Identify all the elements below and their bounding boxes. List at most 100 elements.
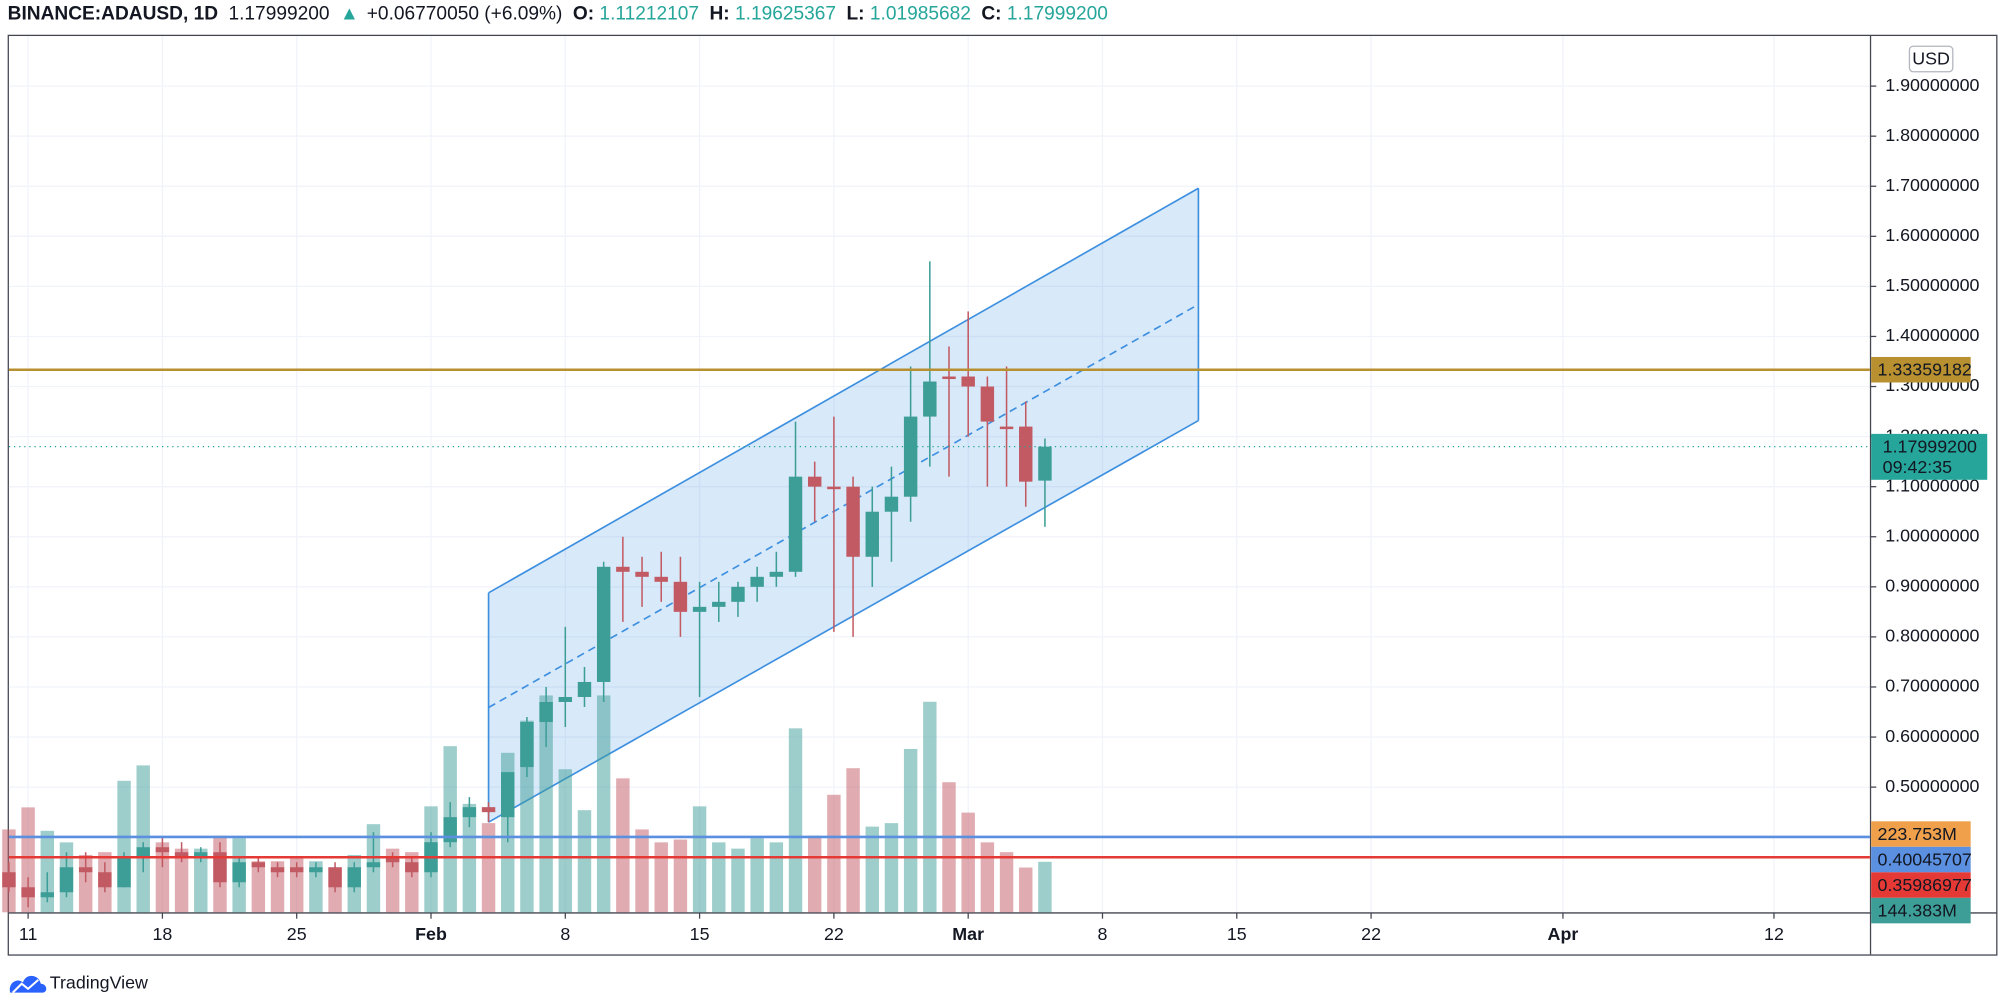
candle-body: [769, 571, 784, 577]
volume-bar: [712, 842, 726, 913]
current-price-label: 1.17999200: [1883, 437, 1977, 457]
candle-body: [750, 576, 764, 587]
x-tick-label: 15: [690, 924, 710, 944]
candle-body: [520, 722, 534, 768]
candle-body: [501, 772, 515, 818]
volume-bar: [596, 695, 611, 913]
candle-body: [884, 496, 899, 512]
volume-bar: [884, 823, 899, 913]
candle-body: [846, 486, 860, 557]
volume-bar: [942, 782, 956, 913]
candle-body: [405, 862, 419, 873]
volume-bar: [251, 861, 266, 913]
high-value: 1.19625367: [735, 3, 836, 24]
candle-body: [558, 696, 573, 702]
candle-body: [807, 476, 822, 487]
open-value: 1.11212107: [599, 3, 699, 24]
candle-body: [654, 576, 668, 582]
volume-bar: [309, 861, 323, 913]
x-tick-label: 22: [824, 924, 844, 944]
brand-logo[interactable]: TradingView: [9, 972, 148, 994]
price-line-label: 1.33359182: [1878, 360, 1972, 380]
candle-body: [443, 817, 457, 843]
volume-bar: [923, 701, 937, 913]
candle-body: [213, 852, 227, 883]
y-tick-label: 1.60000000: [1885, 225, 1979, 245]
candle-body: [865, 511, 879, 557]
currency-badge[interactable]: [1908, 45, 1954, 73]
countdown: 09:42:35: [1883, 457, 1953, 477]
change: +0.06770050 (+6.09%): [367, 3, 563, 24]
candle-body: [692, 606, 707, 612]
volume-bar: [136, 765, 150, 913]
volume-bar: [788, 728, 803, 913]
channel-upper: [488, 187, 1199, 594]
volume-bar: [731, 848, 745, 913]
volume-bar: [558, 769, 573, 913]
channel-mid: [488, 303, 1199, 709]
volume-bar: [155, 842, 170, 913]
volume-bar: [21, 807, 35, 913]
logo-line: [12, 979, 39, 994]
candle-body: [788, 476, 803, 572]
x-tick-label: 11: [19, 924, 38, 944]
candle-body: [385, 857, 400, 863]
volume-bar: [616, 778, 630, 913]
volume-last-label-box: [1871, 897, 1971, 924]
price-line-label-box: [1871, 872, 1971, 898]
candle-body: [136, 847, 150, 858]
price-line-label: 0.35986977: [1878, 875, 1972, 895]
candle-body: [481, 807, 496, 813]
volume-bar: [1038, 861, 1052, 913]
plot: 0.50000000 0.60000000 0.70000000 0.80000000…: [2, 36, 1988, 944]
chart-frame: [7, 34, 1998, 956]
candle-body: [232, 862, 246, 883]
y-tick-label: 1.70000000: [1885, 175, 1979, 195]
x-tick-label: 8: [560, 924, 570, 944]
price-line-label-box: [1871, 846, 1971, 873]
close-label: C:: [981, 3, 1001, 24]
candle-body: [194, 852, 208, 858]
close-value: 1.17999200: [1007, 3, 1108, 24]
volume-last-label: 144.383M: [1878, 901, 1957, 921]
candle-body: [903, 416, 918, 497]
candle-body: [712, 601, 726, 607]
volume-bar: [577, 810, 592, 913]
volume-bar: [270, 861, 285, 913]
up-arrow: ▲: [340, 3, 359, 24]
volume-bar: [807, 835, 822, 913]
y-tick-label: 1.80000000: [1885, 125, 1979, 145]
volume-bar: [40, 830, 55, 913]
candle-body: [673, 581, 688, 612]
x-tick-label: Apr: [1548, 924, 1579, 944]
candle-body: [923, 381, 937, 417]
y-tick-label: 0.50000000: [1885, 776, 1979, 796]
volume-bar: [117, 780, 131, 913]
y-tick-label: 1.40000000: [1885, 325, 1979, 345]
current-price-box: [1871, 433, 1988, 480]
volume-bar: [750, 838, 764, 913]
y-tick-label: 1.50000000: [1885, 275, 1979, 295]
low-value: 1.01985682: [870, 3, 971, 24]
volume-bar: [692, 806, 707, 913]
x-tick-label: 22: [1361, 924, 1381, 944]
candle-body: [1038, 446, 1052, 481]
candle-body: [347, 867, 361, 888]
x-tick-label: Mar: [952, 924, 984, 944]
volume-bar: [769, 842, 784, 913]
candle-body: [270, 867, 285, 873]
volume-bar: [654, 842, 668, 913]
candle-body: [942, 376, 956, 380]
x-tick-label: 25: [287, 924, 307, 944]
candle-body: [78, 867, 93, 873]
candle-body: [827, 486, 841, 490]
candle-body: [40, 892, 55, 898]
y-tick-label: 1.10000000: [1885, 475, 1979, 495]
volume-bar: [980, 842, 995, 913]
volume-bar: [520, 720, 534, 913]
volume-bar: [673, 839, 688, 913]
header: BINANCE:ADAUSD, 1D 1.17999200 ▲ +0.06770…: [8, 3, 1108, 24]
y-tick-label: 1.90000000: [1885, 75, 1979, 95]
